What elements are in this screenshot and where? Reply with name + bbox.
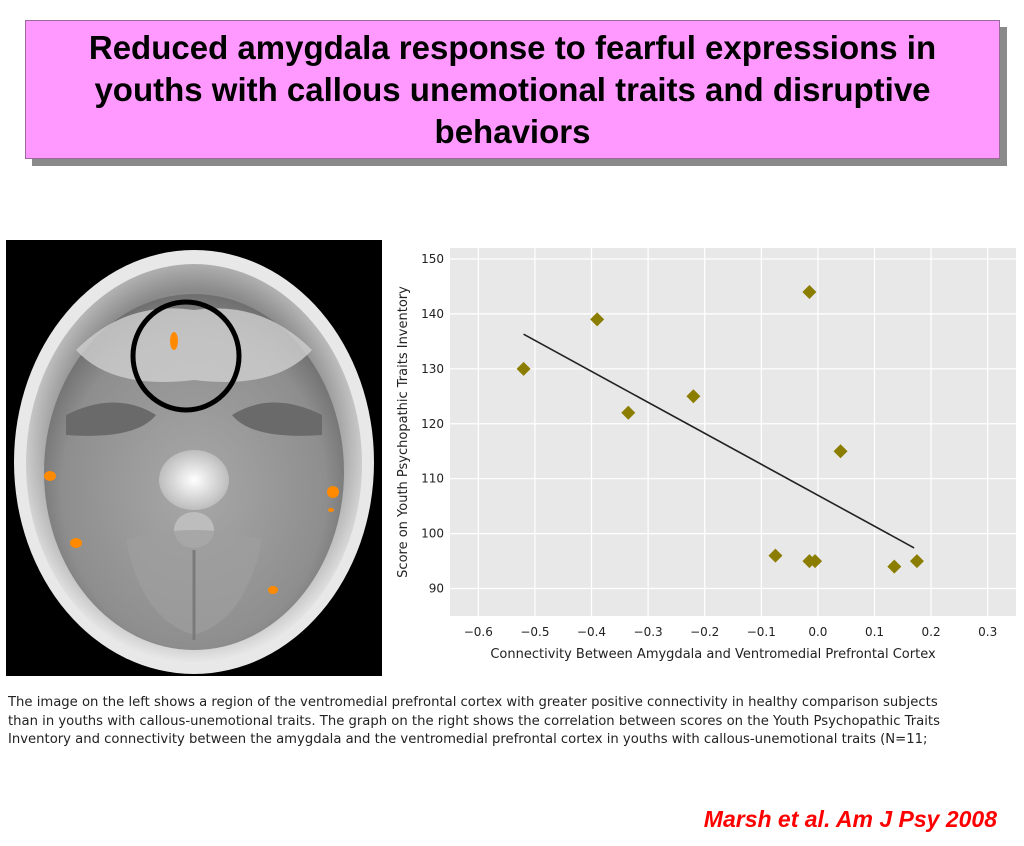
- data-point: [621, 405, 636, 420]
- grid-lines: [450, 248, 1016, 616]
- x-tick-label: −0.1: [747, 625, 776, 639]
- figure-caption: The image on the left shows a region of …: [8, 694, 1024, 750]
- x-tick-label: −0.3: [634, 625, 663, 639]
- trend-line: [523, 333, 915, 549]
- y-tick-label: 90: [429, 582, 444, 596]
- data-point: [590, 312, 605, 327]
- data-point: [686, 389, 701, 404]
- caption-line: The image on the left shows a region of …: [8, 695, 938, 710]
- slide-title: Reduced amygdala response to fearful exp…: [88, 28, 937, 150]
- data-point: [887, 559, 902, 574]
- data-point: [833, 444, 848, 459]
- plot-area: [450, 248, 1016, 616]
- y-tick-label: 100: [421, 527, 444, 541]
- roi-highlight-circle: [130, 299, 242, 413]
- x-tick-label: 0.2: [922, 625, 941, 639]
- activation-blob: [327, 486, 339, 498]
- y-tick-label: 110: [421, 472, 444, 486]
- x-tick-label: −0.5: [520, 625, 549, 639]
- activation-blob: [328, 508, 334, 512]
- title-box: Reduced amygdala response to fearful exp…: [25, 20, 1000, 159]
- caption-line: than in youths with callous-unemotional …: [8, 713, 940, 729]
- y-tick-label: 130: [421, 362, 444, 376]
- activation-blob: [268, 586, 278, 594]
- data-point: [802, 284, 817, 299]
- x-tick-label: 0.1: [865, 625, 884, 639]
- x-tick-label: 0.3: [978, 625, 997, 639]
- activation-blob: [70, 538, 82, 548]
- data-point: [909, 554, 924, 569]
- x-tick-label: −0.2: [690, 625, 719, 639]
- x-tick-label: −0.4: [577, 625, 606, 639]
- activation-blob: [170, 332, 178, 350]
- citation: Marsh et al. Am J Psy 2008: [703, 806, 997, 832]
- y-tick-label: 120: [421, 417, 444, 431]
- tick-labels: −0.6 −0.5 −0.4 −0.3 −0.2 −0.1 0.0 0.1 0.2 0.3 90 10…: [421, 252, 997, 639]
- y-tick-label: 140: [421, 307, 444, 321]
- data-point: [768, 548, 783, 563]
- x-tick-label: 0.0: [808, 625, 827, 639]
- y-axis-label: Score on Youth Psychopathic Traits Inven…: [396, 286, 411, 578]
- caption-line: Inventory and connectivity between the a…: [8, 732, 928, 747]
- brainstem: [159, 450, 229, 510]
- x-tick-label: −0.6: [464, 625, 493, 639]
- data-point: [516, 361, 531, 376]
- scatter-chart: −0.6 −0.5 −0.4 −0.3 −0.2 −0.1 0.0 0.1 0.2 0.3 90 10…: [392, 238, 1024, 668]
- x-axis-label: Connectivity Between Amygdala and Ventro…: [490, 647, 936, 662]
- brain-scan-image: [6, 240, 382, 676]
- brain-scan-drawing: [6, 240, 382, 676]
- data-point: [808, 554, 823, 569]
- scatter-chart-svg: −0.6 −0.5 −0.4 −0.3 −0.2 −0.1 0.0 0.1 0.2 0.3 90 10…: [396, 248, 1016, 662]
- y-tick-label: 150: [421, 252, 444, 266]
- data-points: [516, 284, 924, 574]
- activation-blob: [44, 471, 56, 481]
